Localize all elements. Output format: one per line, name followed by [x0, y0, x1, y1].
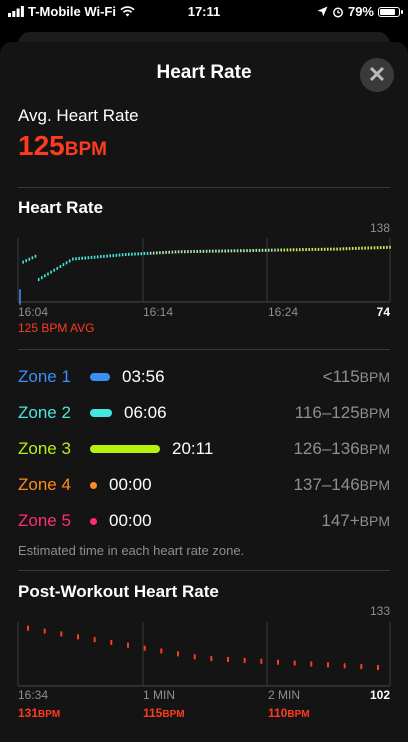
zone-range-unit: BPM: [359, 441, 390, 457]
zone-range: <115BPM: [323, 367, 390, 387]
battery-icon: [378, 6, 403, 17]
post-workout-title: Post-Workout Heart Rate: [18, 582, 219, 601]
zone-bar: [90, 373, 110, 381]
hr-avg-note: 125 BPM AVG: [18, 321, 95, 335]
post-x-label-1: 16:34: [18, 688, 49, 702]
zone-time: 00:00: [109, 475, 152, 494]
post-value-2: 115BPM: [143, 706, 185, 720]
avg-value-number: 125: [18, 130, 65, 161]
divider: [18, 570, 390, 571]
alarm-icon: [333, 7, 343, 17]
zone-range-value: 126–136: [293, 439, 360, 458]
avg-heart-rate-value: 125BPM: [18, 130, 107, 162]
zone-range-value: <115: [322, 367, 360, 386]
avg-value-unit: BPM: [64, 139, 107, 160]
post-workout-chart: [17, 622, 391, 687]
zone-row: Zone 5 00:00 147+BPM: [18, 509, 390, 535]
post-value-3-number: 110: [268, 706, 288, 720]
zone-range-unit: BPM: [359, 369, 390, 385]
zone-name: Zone 3: [18, 439, 71, 458]
zone-row: Zone 2 06:06 116–125BPM: [18, 401, 390, 427]
status-bar: T-Mobile Wi-Fi 17:11 79%: [0, 0, 408, 24]
wifi-icon: [120, 6, 135, 17]
post-value-3: 110BPM: [268, 706, 310, 720]
hr-data-marks: [19, 245, 391, 305]
post-x-label-3: 2 MIN: [268, 688, 301, 702]
heart-rate-chart-title: Heart Rate: [18, 198, 104, 217]
post-y-min-label: 102: [369, 688, 390, 702]
zone-time: 00:00: [109, 511, 152, 530]
zone-time: 06:06: [124, 403, 167, 422]
zone-row: Zone 3 20:11 126–136BPM: [18, 437, 390, 463]
post-value-1-number: 131: [18, 706, 39, 720]
zones-note: Estimated time in each heart rate zone.: [18, 543, 245, 558]
zone-range-value: 147+: [321, 511, 360, 530]
zone-range-value: 116–125: [294, 403, 360, 422]
zone-bar: [90, 445, 160, 453]
hr-y-min-label: 74: [376, 305, 390, 319]
zone-name: Zone 1: [18, 367, 71, 386]
hr-x-label-1: 16:04: [18, 305, 49, 319]
zone-bar: [90, 409, 112, 417]
post-y-max-label: 133: [369, 604, 390, 618]
heart-rate-chart: [17, 238, 391, 305]
zone-name: Zone 4: [18, 475, 71, 494]
zone-name: Zone 5: [18, 511, 71, 530]
zone-range: 116–125BPM: [295, 403, 390, 423]
post-value-2-number: 115: [143, 706, 163, 720]
close-icon: ✕: [367, 62, 387, 87]
divider: [18, 349, 390, 350]
zone-dot: [90, 482, 97, 489]
post-value-3-unit: BPM: [287, 709, 310, 720]
post-x-label-2: 1 MIN: [143, 688, 176, 702]
post-value-1-unit: BPM: [38, 709, 61, 720]
zone-range: 137–146BPM: [293, 475, 390, 495]
avg-heart-rate-label: Avg. Heart Rate: [18, 106, 139, 125]
status-left: T-Mobile Wi-Fi: [8, 4, 135, 19]
location-arrow-icon: [317, 6, 328, 17]
hr-x-label-2: 16:14: [143, 305, 174, 319]
post-value-1: 131BPM: [18, 706, 60, 720]
post-data-marks: [27, 625, 379, 670]
zone-time: 03:56: [122, 367, 165, 386]
status-right: 79%: [317, 4, 403, 19]
battery-percent: 79%: [347, 4, 374, 19]
hr-y-max-label: 138: [369, 221, 390, 235]
signal-icon: [8, 6, 24, 17]
zone-range: 147+BPM: [321, 511, 390, 531]
zone-name: Zone 2: [18, 403, 71, 422]
carrier-name: T-Mobile Wi-Fi: [28, 4, 116, 19]
zone-dot: [90, 518, 97, 525]
zone-range-unit: BPM: [359, 405, 390, 421]
divider: [18, 187, 390, 188]
close-button[interactable]: ✕: [360, 58, 394, 92]
zone-time: 20:11: [172, 439, 214, 458]
hr-x-label-3: 16:24: [268, 305, 299, 319]
zone-row: Zone 4 00:00 137–146BPM: [18, 473, 390, 499]
zone-range-unit: BPM: [359, 477, 390, 493]
zone-row: Zone 1 03:56 <115BPM: [18, 365, 390, 391]
zone-range-unit: BPM: [359, 513, 390, 529]
post-value-2-unit: BPM: [162, 709, 185, 720]
heart-rate-sheet: [0, 42, 408, 742]
zone-range-value: 137–146: [293, 475, 360, 494]
status-time: 17:11: [187, 4, 221, 19]
sheet-title: Heart Rate: [156, 62, 252, 83]
zone-range: 126–136BPM: [293, 439, 390, 459]
